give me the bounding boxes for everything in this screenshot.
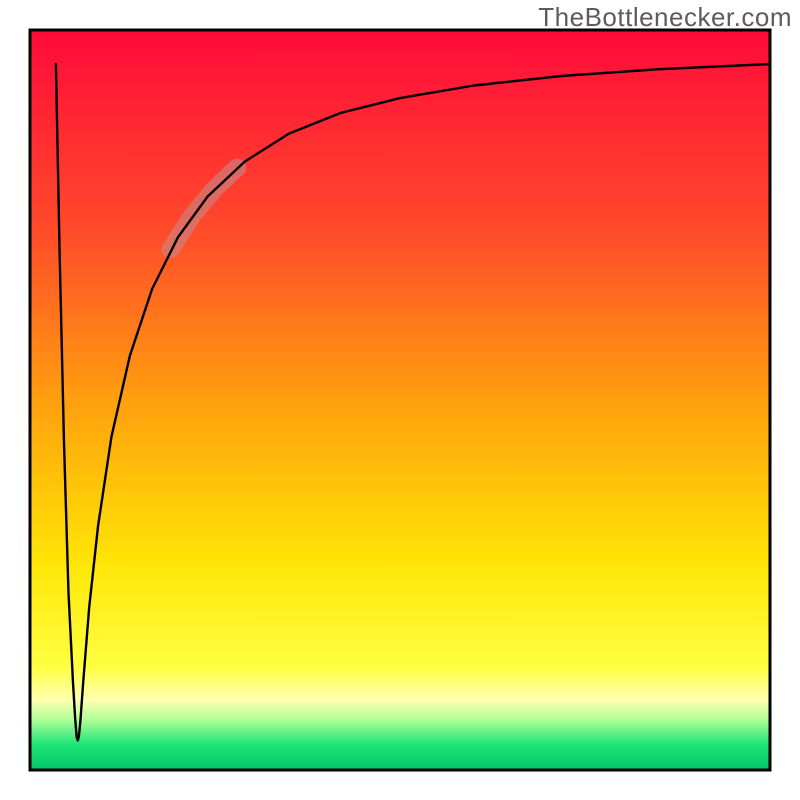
- bottleneck-chart: [0, 0, 800, 800]
- watermark-text: TheBottlenecker.com: [538, 2, 792, 33]
- gradient-background: [30, 30, 770, 770]
- chart-frame: TheBottlenecker.com: [0, 0, 800, 800]
